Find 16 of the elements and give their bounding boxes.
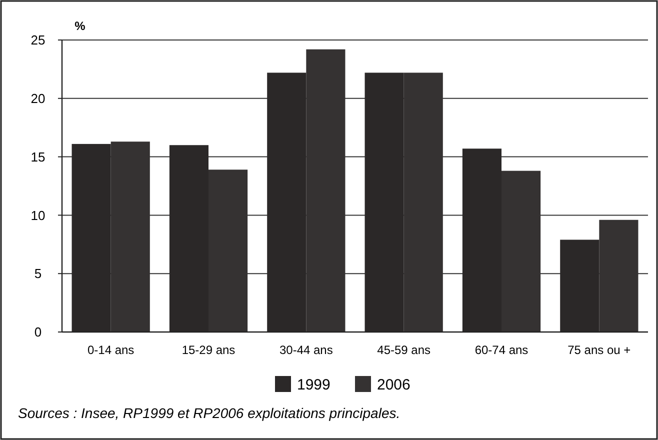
legend-label: 2006 [377,376,410,394]
source-note: Sources : Insee, RP1999 et RP2006 exploitations principales. [18,405,400,421]
x-tick-label: 75 ans ou + [568,343,631,357]
y-tick-label: 15 [30,149,46,164]
x-tick-label: 0-14 ans [87,343,134,357]
y-tick-label: 25 [30,32,46,48]
y-tick-label: 20 [30,90,46,106]
x-tick-label: 30-44 ans [279,343,333,357]
x-tick-label: 45-59 ans [377,343,431,357]
y-tick-label: 5 [34,266,42,282]
legend-label: 1999 [297,376,330,394]
y-axis-title: % [74,19,86,33]
x-tick-label: 15-29 ans [182,343,236,357]
y-tick-label: 10 [30,208,46,223]
y-tick-label: 0 [34,324,42,340]
x-tick-label: 60-74 ans [474,343,528,357]
